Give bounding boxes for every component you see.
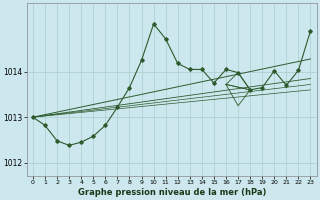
X-axis label: Graphe pression niveau de la mer (hPa): Graphe pression niveau de la mer (hPa) [77,188,266,197]
